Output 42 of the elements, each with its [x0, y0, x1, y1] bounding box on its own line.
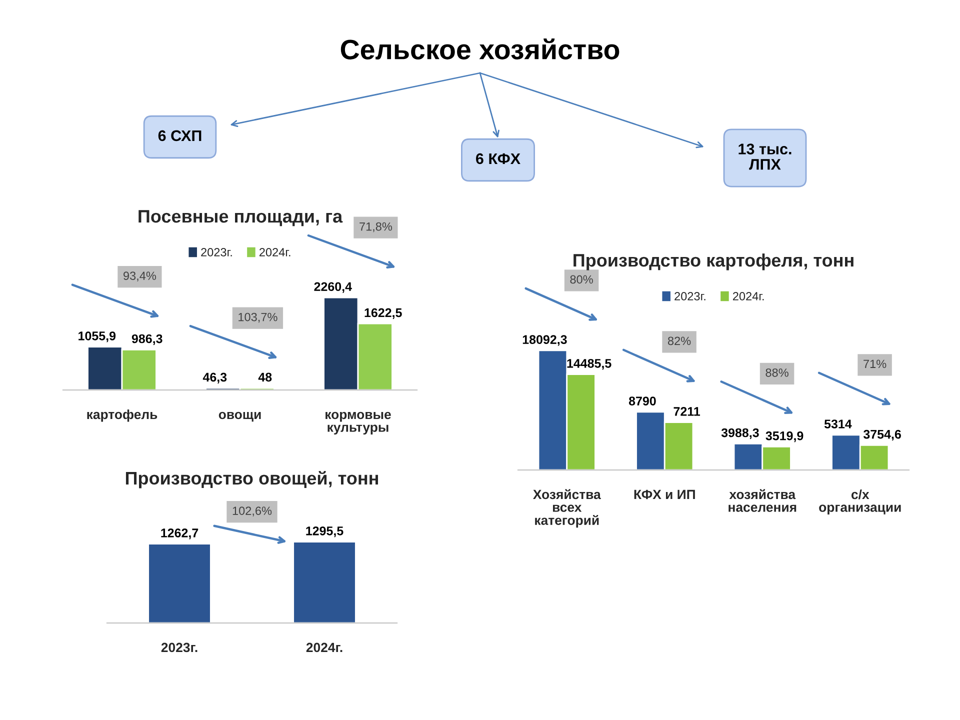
x-tick-label: овощи: [218, 412, 261, 422]
legend-label: 2023г.: [674, 292, 706, 300]
chart-title: Производство овощей, тонн: [126, 471, 378, 488]
text: 93,4%: [124, 272, 156, 282]
x-tick-label: Хозяйства всех категорий: [533, 489, 601, 528]
data-label: 1622,5: [364, 308, 402, 319]
text: 82%: [668, 336, 691, 346]
text: 80%: [570, 275, 593, 284]
x-tick-label: кормовые культуры: [326, 412, 391, 435]
data-label: 5314: [824, 420, 852, 428]
x-tick-label: КФХ и ИП: [634, 490, 695, 500]
data-label: 2260,4: [314, 282, 352, 293]
text: 102,6%: [232, 506, 272, 516]
text: 6 КФХ: [476, 153, 520, 164]
data-label: 3754,6: [863, 430, 901, 441]
data-label: 1295,5: [306, 526, 344, 538]
legend-label: 2024г.: [259, 248, 290, 256]
annotation: 71%: [864, 360, 886, 368]
data-label: 3519,9: [766, 431, 804, 442]
data-label: 8790: [628, 396, 656, 406]
text: Сельское хозяйство: [340, 38, 620, 60]
legend-label: 2024г.: [732, 292, 764, 300]
data-label: 14485,5: [567, 358, 612, 370]
annotation: 88%: [766, 368, 788, 377]
data-label: 1055,9: [78, 331, 116, 342]
legend-label: 2023г.: [201, 248, 232, 256]
data-label: 7211: [674, 407, 700, 416]
data-label: 18092,3: [522, 335, 567, 346]
annotation: 103,7%: [238, 312, 278, 323]
x-tick-label: картофель: [87, 409, 158, 422]
x-tick-label: с/х организации: [819, 489, 901, 515]
data-label: 986,3: [132, 334, 162, 345]
data-label: 3988,3: [721, 428, 759, 439]
chart-title: Производство картофеля, тонн: [574, 253, 854, 270]
data-label: 48: [258, 372, 272, 382]
text: 6 СХП: [158, 130, 202, 142]
data-label: 46,3: [202, 372, 227, 384]
text: 71,8%: [360, 222, 392, 232]
data-label: 1262,7: [161, 528, 198, 540]
x-tick-label: хозяйства населения: [728, 489, 796, 512]
text: 13 тыс. ЛПХ: [738, 144, 792, 170]
chart-title: Посевные площади, га: [138, 210, 343, 226]
